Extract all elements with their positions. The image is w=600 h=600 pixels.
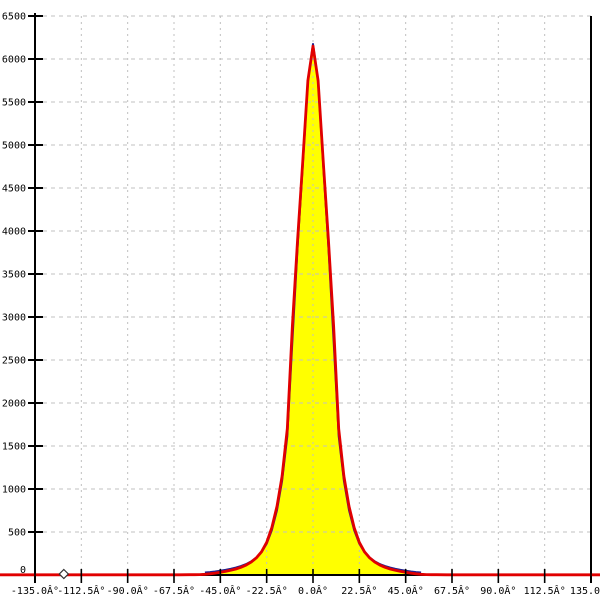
y-tick-label: 4500 (2, 184, 26, 195)
y-tick-label: 3000 (2, 313, 26, 324)
x-tick-label: 90.0Â° (480, 584, 516, 597)
y-tick-label: 5500 (2, 98, 26, 109)
y-tick-label: 500 (8, 528, 26, 539)
x-tick-label: -135.0Â° (11, 584, 59, 597)
x-tick-label: -112.5Â° (57, 584, 105, 597)
y-tick-label: 0 (20, 565, 26, 576)
x-tick-label: -45.0Â° (199, 584, 241, 597)
y-tick-label: 2000 (2, 399, 26, 410)
y-tick-label: 6500 (2, 12, 26, 23)
x-tick-label: 45.0Â° (388, 584, 424, 597)
y-tick-label: 4000 (2, 227, 26, 238)
x-tick-label: -22.5Â° (246, 584, 288, 597)
x-tick-label: -90.0Â° (107, 584, 149, 597)
distribution-curve-red (0, 44, 600, 577)
y-tick-label: 5000 (2, 141, 26, 152)
y-tick-label: 6000 (2, 55, 26, 66)
x-tick-label: 67.5Â° (434, 584, 470, 597)
y-tick-labels: 0 500 1000 1500 2000 2500 3000 3500 4000 4500 5000… (2, 12, 26, 577)
x-tick-marks (34, 569, 592, 583)
baseline-diamond-marker (58, 568, 70, 580)
y-tick-label: 1500 (2, 442, 26, 453)
y-tick-label: 3500 (2, 270, 26, 281)
y-tick-label: 2500 (2, 356, 26, 367)
x-tick-label: 0.0Â° (298, 584, 328, 597)
x-tick-label: 22.5Â° (341, 584, 377, 597)
x-tick-labels: -135.0Â°-112.5Â° -90.0Â° -67.5Â° -45.0Â° -22… (11, 584, 600, 597)
x-tick-label: 112.5Â° (524, 584, 566, 597)
peak-fill-area (0, 46, 600, 575)
x-tick-label: 135.0Â° (570, 584, 600, 597)
x-tick-label: -67.5Â° (153, 584, 195, 597)
y-tick-label: 1000 (2, 485, 26, 496)
